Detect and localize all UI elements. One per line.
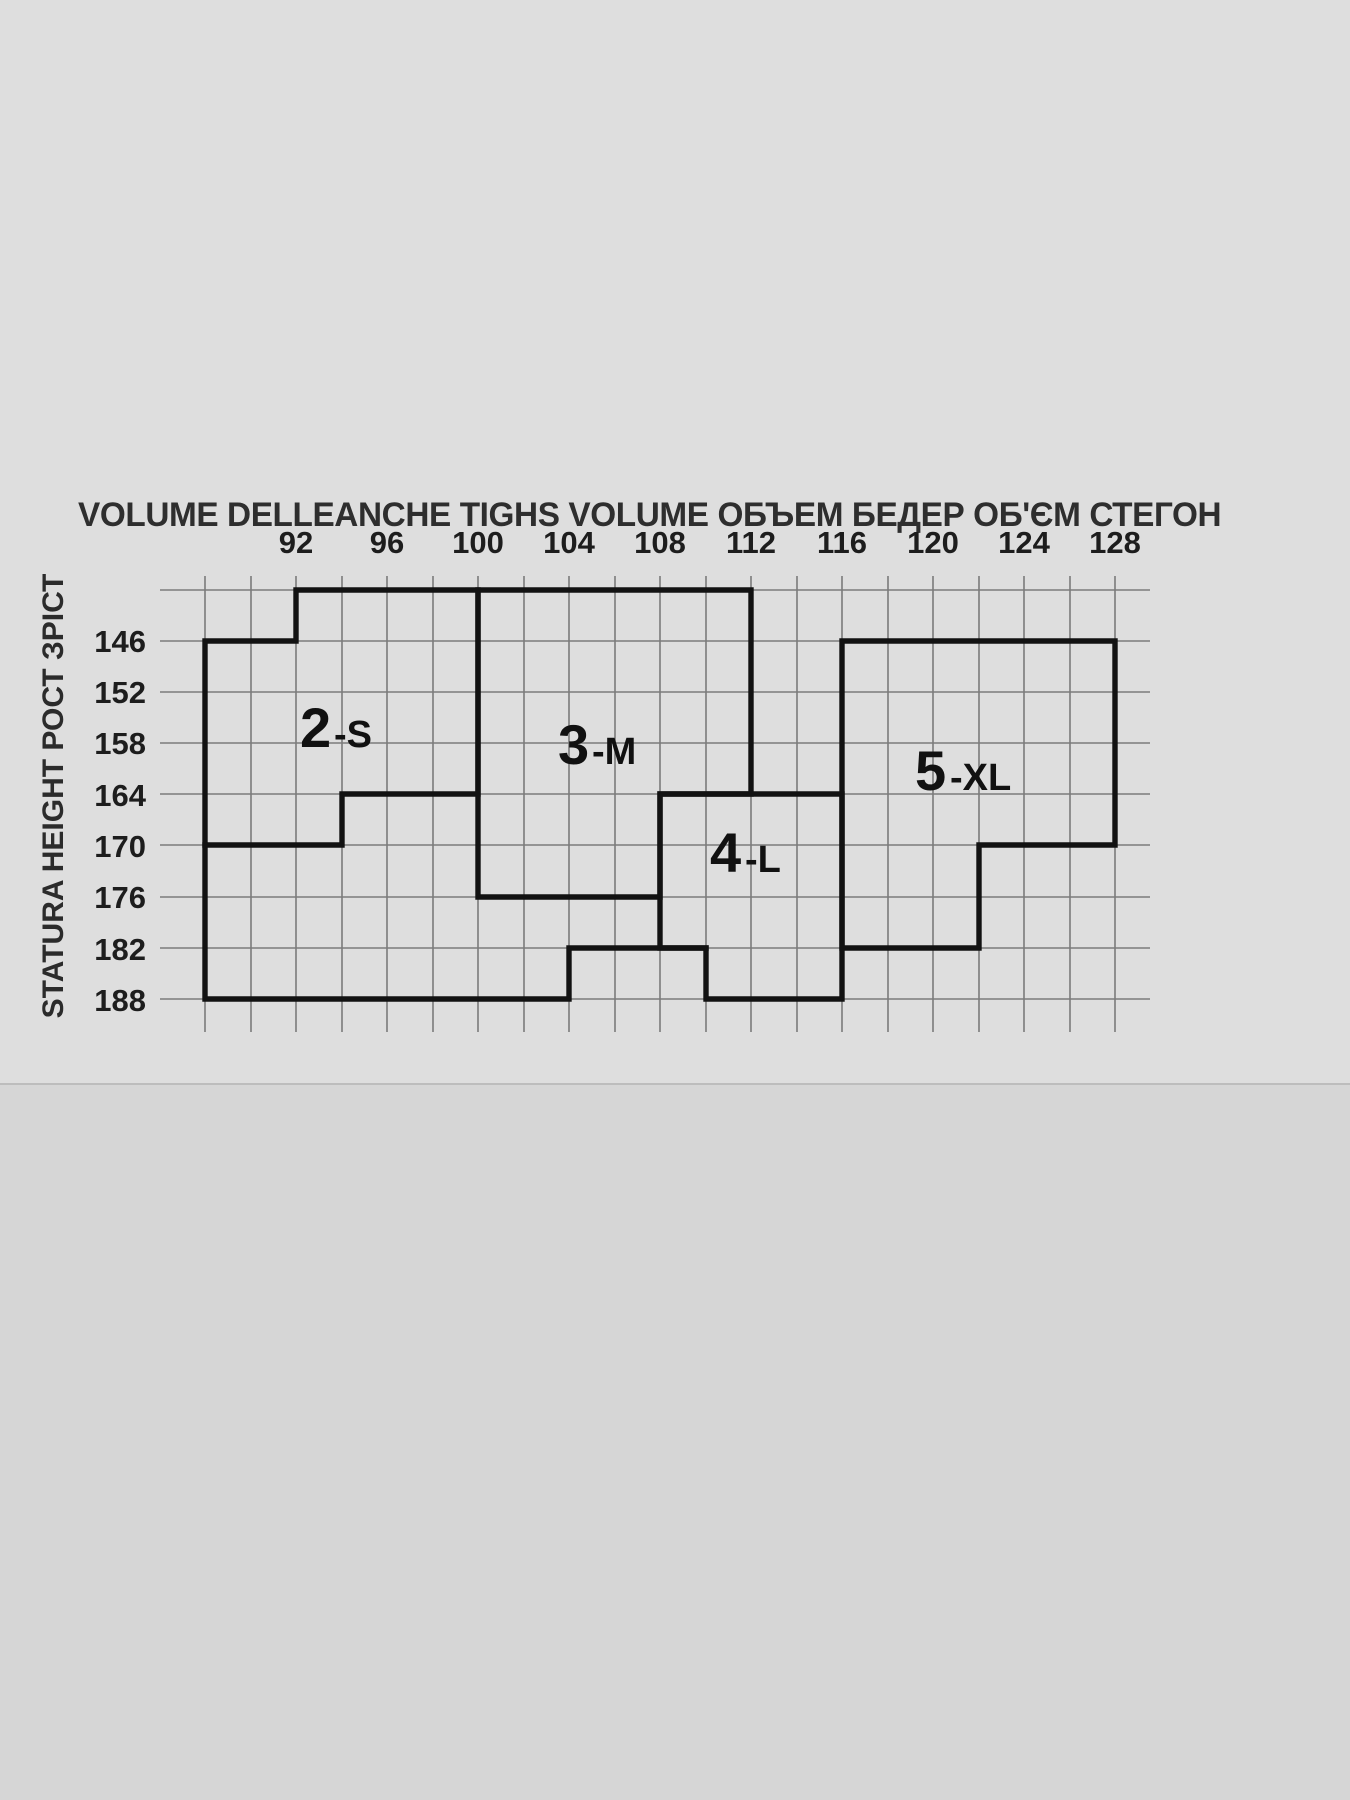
y-tick-188: 188 [94, 983, 146, 1018]
x-tick-100: 100 [452, 525, 504, 560]
chart-title: VOLUME DELLEANCHE TIGHS VOLUME ОБЪЕМ БЕД… [78, 496, 1222, 534]
zone-2-number: 2 [300, 696, 331, 759]
x-tick-104: 104 [543, 525, 595, 560]
x-tick-108: 108 [634, 525, 686, 560]
zone-outline-5-xl [839, 638, 1118, 951]
x-tick-116: 116 [817, 525, 867, 560]
page-divider-rule [0, 1083, 1350, 1085]
zone-3-number: 3 [558, 713, 589, 776]
y-tick-170: 170 [94, 829, 146, 864]
page-background [0, 0, 1350, 1083]
y-axis-tick-labels: 146 152 158 164 170 176 182 188 [94, 624, 146, 1018]
x-tick-112: 112 [726, 525, 776, 560]
x-tick-128: 128 [1089, 525, 1141, 560]
zone-5-suffix: -XL [950, 757, 1011, 799]
zone-2-suffix: -S [334, 714, 372, 756]
y-tick-146: 146 [94, 624, 146, 659]
zone-5-number: 5 [915, 739, 946, 802]
x-tick-92: 92 [279, 525, 313, 560]
zone-label-4-l: 4 -L [710, 821, 781, 884]
zone-label-5-xl: 5 -XL [915, 739, 1011, 802]
x-tick-96: 96 [370, 525, 404, 560]
zone-label-3-m: 3 -M [558, 713, 636, 776]
zone-outline-2-s-lower [202, 842, 709, 1002]
y-tick-164: 164 [94, 778, 146, 813]
zone-label-2-s: 2 -S [300, 696, 372, 759]
zone-4-suffix: -L [745, 839, 781, 881]
page-lower-area [0, 1085, 1350, 1800]
x-axis-tick-labels: 92 96 100 104 108 112 116 120 124 128 [279, 525, 1141, 560]
grid-lines [160, 576, 1150, 1032]
zone-4-number: 4 [710, 821, 741, 884]
x-tick-124: 124 [998, 525, 1050, 560]
y-tick-152: 152 [94, 675, 146, 710]
y-tick-158: 158 [94, 726, 146, 761]
zone-3-suffix: -M [592, 731, 636, 773]
y-tick-182: 182 [94, 932, 146, 967]
y-tick-176: 176 [94, 880, 146, 915]
x-tick-120: 120 [907, 525, 959, 560]
